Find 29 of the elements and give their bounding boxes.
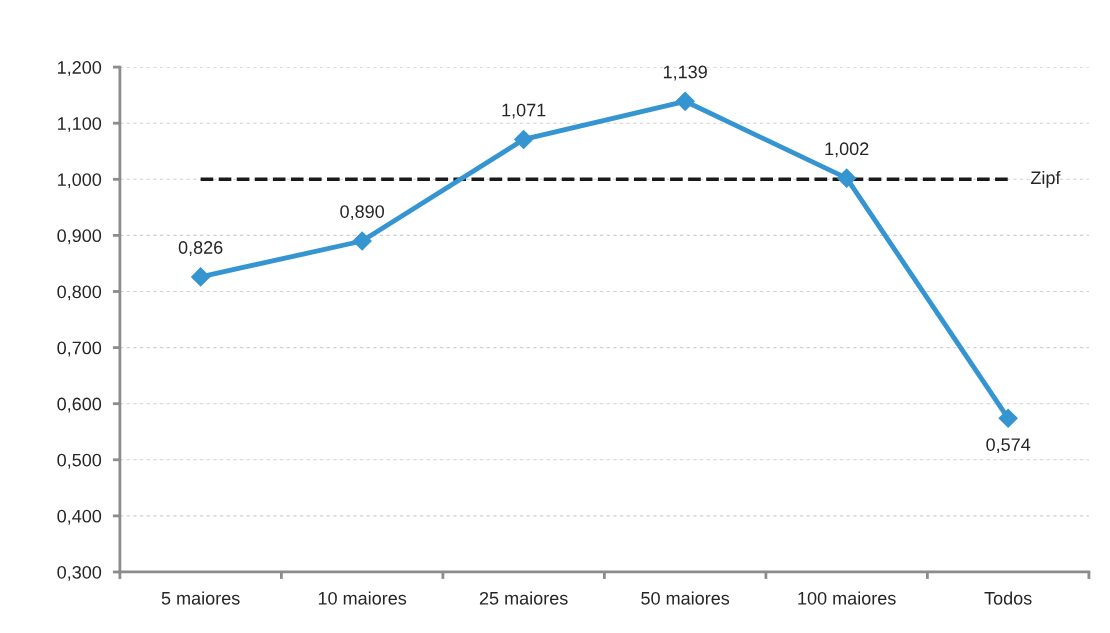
data-label: 0,574 xyxy=(986,438,1031,454)
point xyxy=(514,129,534,149)
point xyxy=(675,91,695,111)
x-tick-label: 25 maiores xyxy=(479,591,568,605)
data-label: 1,002 xyxy=(825,142,869,158)
y-tick-label: 0,900 xyxy=(57,229,102,245)
x-tick-label: 50 maiores xyxy=(641,591,730,605)
x-tick-label: 5 maiores xyxy=(161,591,240,605)
data-label: 0,826 xyxy=(178,241,223,257)
y-tick-label: 1,000 xyxy=(58,173,102,189)
x-tick-label: Todos xyxy=(984,591,1032,605)
y-tick-label: 0,700 xyxy=(57,341,102,357)
data-label: 1,139 xyxy=(663,65,707,81)
point xyxy=(191,267,211,287)
y-tick-label: 0,500 xyxy=(57,453,102,469)
point xyxy=(837,168,857,188)
point xyxy=(998,408,1018,428)
y-tick-label: 1,100 xyxy=(58,117,102,133)
x-tick-label: 10 maiores xyxy=(318,591,407,605)
series-label: Zipf xyxy=(1030,170,1061,188)
y-tick-label: 0,800 xyxy=(57,285,102,301)
y-tick-label: 0,600 xyxy=(57,397,102,413)
data-label: 0,890 xyxy=(340,205,385,221)
data-label: 1,071 xyxy=(502,103,546,119)
y-tick-label: 0,300 xyxy=(57,565,102,581)
point xyxy=(352,231,372,251)
y-tick-label: 0,400 xyxy=(57,509,102,525)
y-tick-label: 1,200 xyxy=(58,61,102,76)
x-tick-label: 100 maiores xyxy=(798,591,896,605)
